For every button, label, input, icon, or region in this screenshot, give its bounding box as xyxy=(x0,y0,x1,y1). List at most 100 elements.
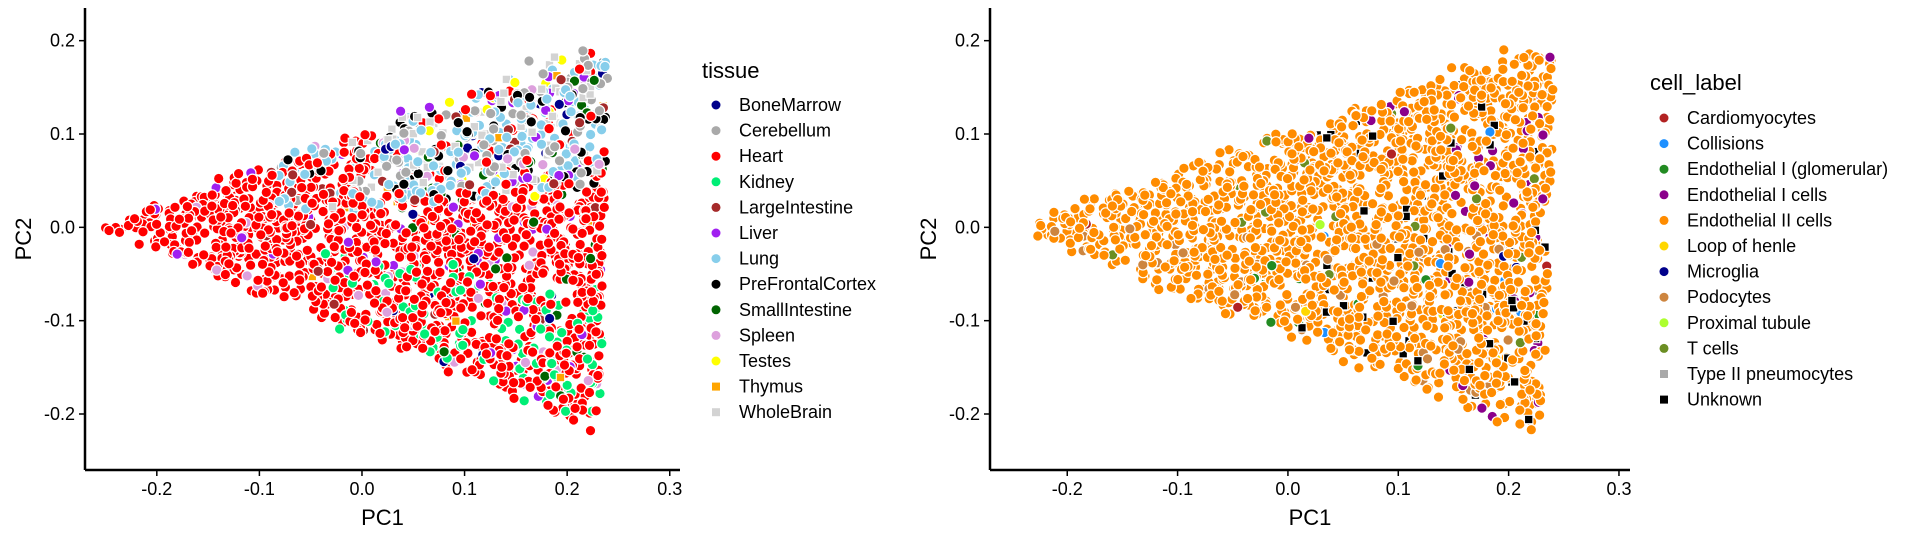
data-point xyxy=(487,123,500,135)
data-point xyxy=(523,259,536,271)
data-point xyxy=(1511,166,1523,179)
legend-marker xyxy=(711,228,721,238)
x-tick-label: 0.2 xyxy=(555,479,580,499)
data-point xyxy=(1521,309,1534,322)
data-point xyxy=(1289,257,1302,269)
data-point xyxy=(417,299,429,312)
data-point xyxy=(461,125,473,138)
data-point xyxy=(1461,347,1473,360)
data-point xyxy=(507,376,520,389)
data-point xyxy=(1402,115,1415,128)
data-point xyxy=(521,171,534,184)
data-point xyxy=(555,372,566,383)
data-point xyxy=(380,227,393,240)
data-point xyxy=(474,278,487,290)
data-point xyxy=(1350,109,1362,122)
legend-marker xyxy=(1659,267,1669,277)
legend-entries: Cardiomyocytes Collisions Endothelial I (g… xyxy=(1659,108,1888,410)
data-point xyxy=(1375,206,1388,218)
data-point xyxy=(1545,62,1557,75)
data-point xyxy=(183,236,196,249)
data-point xyxy=(555,73,567,86)
data-point xyxy=(1172,229,1184,241)
data-point xyxy=(1078,193,1091,205)
data-point xyxy=(508,392,520,405)
legend-marker xyxy=(1660,395,1668,404)
data-point xyxy=(1338,276,1350,288)
data-point xyxy=(522,292,534,305)
data-point xyxy=(1494,398,1507,411)
data-point xyxy=(265,208,278,221)
data-point xyxy=(1413,246,1425,258)
data-point xyxy=(1455,133,1468,146)
legend-label: Endothelial I (glomerular) xyxy=(1687,159,1888,179)
data-point xyxy=(1338,300,1349,311)
data-point xyxy=(1221,181,1234,194)
data-point xyxy=(1511,263,1523,276)
data-point xyxy=(543,331,556,343)
data-point xyxy=(317,205,329,218)
data-point xyxy=(1372,310,1384,322)
y-axis-ticks: 0.2 0.1 0.0 -0.1 -0.2 xyxy=(949,31,990,424)
legend-marker xyxy=(1659,164,1669,174)
data-point xyxy=(232,167,245,180)
data-point xyxy=(1438,358,1451,370)
data-point xyxy=(452,146,465,158)
data-point xyxy=(1303,132,1315,144)
data-point xyxy=(1190,269,1203,282)
data-point xyxy=(347,137,358,148)
legend-label: Unknown xyxy=(1687,390,1762,410)
data-point xyxy=(327,202,338,212)
data-point xyxy=(1272,217,1285,229)
data-point xyxy=(490,333,503,345)
data-point xyxy=(399,284,412,297)
data-point xyxy=(1474,379,1486,392)
data-point xyxy=(410,266,423,278)
legend-title: cell_label xyxy=(1650,70,1742,95)
data-point xyxy=(1536,88,1548,101)
y-axis-ticks: 0.2 0.1 0.0 -0.1 -0.2 xyxy=(44,31,85,424)
data-point xyxy=(565,105,577,118)
data-point xyxy=(1497,63,1509,76)
data-point xyxy=(400,166,412,178)
data-point xyxy=(246,173,259,186)
legend-label: Cardiomyocytes xyxy=(1687,108,1816,128)
data-point xyxy=(1507,142,1519,154)
data-point xyxy=(1519,364,1531,377)
data-point xyxy=(1325,147,1337,159)
data-point xyxy=(461,276,474,288)
legend-label: Endothelial II cells xyxy=(1687,210,1832,230)
data-point xyxy=(492,302,505,315)
data-point xyxy=(1214,241,1227,254)
data-point xyxy=(596,249,608,262)
data-point xyxy=(1084,243,1097,256)
data-point xyxy=(181,200,194,213)
legend-marker xyxy=(1659,215,1669,225)
data-point xyxy=(306,197,318,209)
data-point xyxy=(290,250,303,262)
data-point xyxy=(1402,260,1414,272)
data-point xyxy=(501,349,513,362)
data-point xyxy=(434,266,446,279)
data-point xyxy=(408,142,420,155)
data-point xyxy=(541,93,553,105)
y-tick-label: -0.1 xyxy=(949,311,980,331)
data-point xyxy=(220,184,232,197)
data-point xyxy=(548,140,561,153)
data-point xyxy=(1188,246,1200,258)
data-point xyxy=(467,252,480,265)
data-point xyxy=(1394,135,1407,147)
legend-label: WholeBrain xyxy=(739,402,832,422)
legend-label: Liver xyxy=(739,223,778,243)
data-point xyxy=(515,109,527,121)
data-point xyxy=(1296,224,1309,236)
data-point xyxy=(569,402,581,415)
data-point xyxy=(453,233,465,246)
data-point xyxy=(542,237,555,249)
data-point xyxy=(1398,370,1410,383)
data-point xyxy=(493,143,505,156)
data-point xyxy=(1497,200,1510,212)
data-point xyxy=(337,172,349,185)
data-point xyxy=(1172,273,1184,286)
data-point xyxy=(389,138,402,150)
